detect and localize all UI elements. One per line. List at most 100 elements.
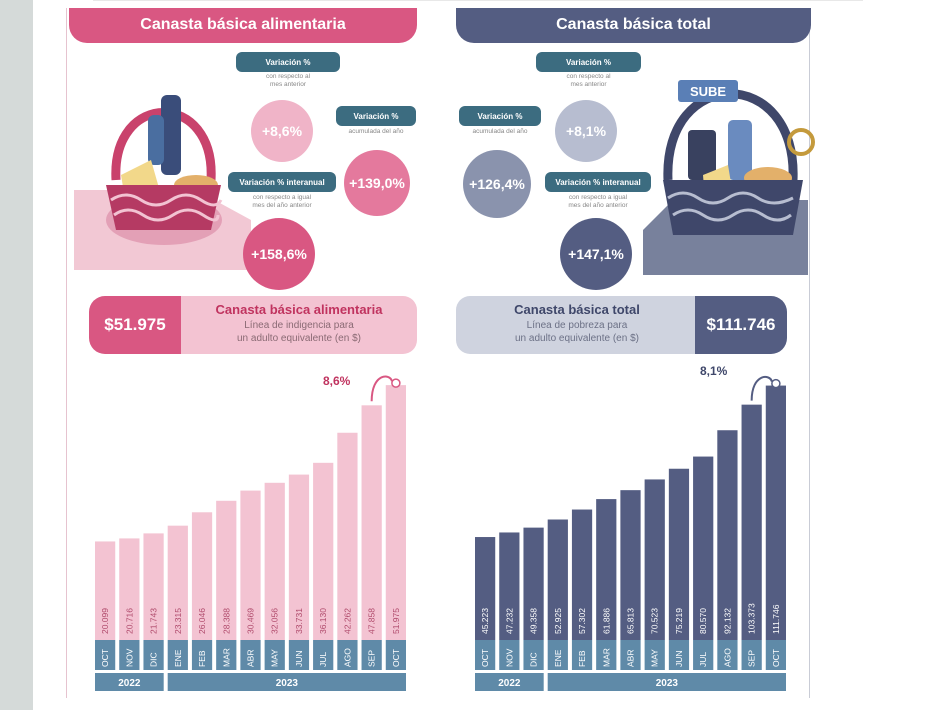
right-chart-bar: [523, 527, 544, 640]
right-price: $111.746: [695, 296, 787, 354]
left-chart-tick-label: MAY: [270, 649, 280, 667]
basket-weave-2: [113, 208, 220, 222]
right-chart-tick-label: AGO: [722, 648, 732, 667]
left-chart-tick-label: JUN: [294, 650, 304, 667]
right-chart-bar: [765, 385, 786, 640]
sube-card: [678, 80, 738, 102]
left-chart-value-label: 23.315: [173, 608, 183, 634]
right-chart-tick-cell: [620, 640, 641, 670]
left-chart-tick-cell: [361, 640, 382, 670]
top-frame-line: [93, 0, 863, 1]
left-chart-tick-cell: [240, 640, 261, 670]
left-chart-tick-label: ENE: [173, 649, 183, 667]
right-var-inter-sub: con respecto a igual mes del año anterio…: [568, 194, 628, 209]
left-chart-bar: [167, 525, 188, 640]
left-var-mensual-sub: con respecto al mes anterior: [265, 73, 311, 88]
left-chart-bar: [240, 490, 261, 640]
left-info-card-bg: [179, 296, 417, 354]
left-chart-bar: [337, 432, 358, 640]
left-chart-bar: [361, 405, 382, 640]
right-chart-tick-cell: [717, 640, 738, 670]
left-chart-bar: [119, 538, 140, 640]
left-chart-tick-label: OCT: [391, 649, 401, 667]
right-chart-tick-label: OCT: [771, 649, 781, 667]
left-chart-tick-label: FEB: [197, 650, 207, 667]
right-chart-value-label: 75.219: [674, 608, 684, 634]
right-chart-bar: [596, 499, 617, 640]
basket-weave-1: [110, 193, 223, 207]
left-chart-bar: [191, 512, 213, 640]
left-chart-value-label: 21.743: [149, 608, 159, 634]
right-chart-year-band: [475, 673, 544, 691]
left-chart-year-band: [167, 673, 406, 691]
left-chart-tick-label: OCT: [100, 649, 110, 667]
left-chart-value-label: 30.469: [246, 608, 256, 634]
right-var-acum-sub: acumulada del año: [472, 128, 528, 135]
left-chart-bar: [264, 482, 285, 640]
basket-weave-1: [667, 191, 794, 205]
right-var-acum-value: +126,4%: [463, 150, 531, 218]
right-card-title: Canasta básica total: [514, 302, 640, 317]
left-chart-tick-label: SEP: [367, 650, 377, 667]
right-chart-bar: [620, 490, 641, 640]
right-chart-bar: [741, 404, 762, 640]
left-card-line2: un adulto equivalente (en $): [237, 333, 361, 344]
right-chart-tick-cell: [499, 640, 520, 670]
right-chart-tick-label: JUL: [698, 652, 708, 667]
right-chart-value-label: 61.886: [601, 608, 611, 634]
left-chart-value-label: 33.731: [294, 608, 304, 634]
basket-weave-2: [672, 208, 792, 222]
right-chart-value-label: 111.746: [771, 604, 781, 634]
right-chart-tick-label: SEP: [747, 650, 757, 667]
left-chart-tick-cell: [119, 640, 140, 670]
right-chart-value-label: 65.813: [626, 608, 636, 634]
left-chart-tick-label: MAR: [221, 648, 231, 667]
left-chart-tick-cell: [191, 640, 213, 670]
left-chart-change-dot: [391, 378, 401, 388]
left-header: Canasta básica alimentaria: [69, 8, 417, 43]
left-chart-year-label: 2022: [118, 678, 141, 689]
basket-body: [106, 185, 221, 230]
right-chart-bar: [499, 532, 520, 640]
right-chart-tick-cell: [571, 640, 593, 670]
left-price: $51.975: [89, 296, 181, 354]
right-chart-tick-label: ABR: [626, 650, 636, 667]
right-chart-bar: [571, 509, 593, 640]
infographic: Canasta básica alimentaria Variación % c…: [33, 0, 947, 710]
left-chart-bar: [216, 500, 237, 640]
left-chart-value-label: 42.262: [342, 608, 352, 634]
left-chart-value-label: 26.046: [197, 608, 207, 634]
right-chart-tick-cell: [765, 640, 786, 670]
left-chart-tick-cell: [313, 640, 334, 670]
left-chart-tick-cell: [95, 640, 116, 670]
left-card-title: Canasta básica alimentaria: [215, 302, 383, 317]
bottle-2: [148, 115, 164, 165]
right-chart-tick-label: NOV: [504, 648, 514, 667]
left-chart-bar: [313, 462, 334, 640]
basket-body: [663, 180, 803, 235]
left-chart-value-label: 51.975: [391, 608, 401, 634]
left-chart-change-arc: [370, 375, 393, 402]
right-bar-chart: 45.223 OCT 47.232 NOV 49.358 DIC 52.925 ENE 57.3…: [475, 375, 786, 691]
right-chart-tick-label: FEB: [577, 650, 587, 667]
right-chart-bar: [547, 519, 568, 640]
right-chart-tick-cell: [475, 640, 496, 670]
left-margin-strip: [0, 0, 33, 710]
right-chart-year-label: 2022: [498, 678, 521, 689]
left-chart-tick-label: JUL: [318, 652, 328, 667]
left-chart-tick-label: DIC: [149, 652, 159, 667]
right-chart-tick-cell: [668, 640, 690, 670]
left-chart-value-label: 47.858: [367, 608, 377, 634]
tablet: [688, 130, 716, 180]
right-chart-value-label: 103.373: [747, 603, 757, 634]
right-var-inter-title: Variación % interanual: [545, 172, 651, 192]
left-bar-chart: 20.099 OCT 20.716 NOV 21.743 DIC 23.315 ENE 26.0…: [95, 375, 406, 691]
left-var-mensual-value: +8,6%: [251, 100, 313, 162]
left-var-mensual-title: Variación %: [236, 52, 340, 72]
left-chart-tick-cell: [264, 640, 285, 670]
left-chart-tick-cell: [167, 640, 188, 670]
right-chart-value-label: 70.523: [650, 608, 660, 634]
right-var-acum-title: Variación %: [459, 106, 541, 126]
right-chart-value-label: 92.132: [722, 608, 732, 634]
right-chart-bar: [644, 479, 665, 640]
